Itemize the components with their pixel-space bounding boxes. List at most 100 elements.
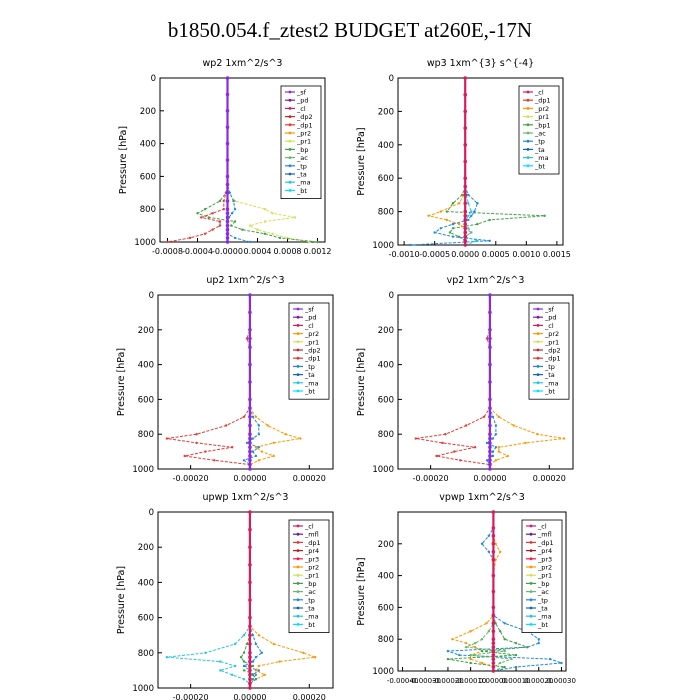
legend-entry: _pr2 — [537, 564, 552, 572]
legend-marker — [288, 156, 292, 160]
data-point-pr2 — [254, 415, 258, 418]
legend-marker — [288, 189, 292, 192]
x-tick-label: 0.00000 — [473, 474, 506, 483]
x-tick-label: 0.00000 — [233, 693, 266, 700]
series-line-tp — [410, 78, 490, 246]
data-point-pr1 — [263, 220, 267, 223]
data-point-dp1 — [211, 228, 214, 231]
legend-marker — [296, 549, 300, 552]
legend-marker — [296, 541, 300, 544]
legend-marker — [296, 623, 300, 626]
y-tick-label: 600 — [378, 603, 394, 613]
y-tick-label: 400 — [140, 140, 156, 150]
legend-entry: _ta — [296, 171, 307, 179]
data-point-cl — [463, 230, 468, 235]
data-point-dp1 — [222, 199, 225, 203]
data-point-tp — [233, 236, 237, 240]
data-point-tp — [488, 239, 491, 243]
data-point-sf — [248, 415, 252, 419]
data-point-cl — [248, 642, 252, 646]
data-point-cl — [491, 645, 496, 649]
y-tick-label: 800 — [378, 635, 394, 645]
data-point-sf — [488, 449, 492, 454]
legend-entry: _ac — [537, 588, 549, 596]
legend-entry: _pr3 — [304, 555, 319, 563]
y-tick-label: 200 — [378, 107, 394, 117]
legend-entry: _dp1 — [304, 355, 321, 363]
data-point-tp — [485, 441, 489, 445]
data-point-ma — [467, 227, 470, 230]
data-point-sf — [488, 454, 492, 458]
legend-marker — [288, 180, 292, 184]
x-tick-label: -0.00020 — [413, 474, 449, 483]
data-point-pr2 — [272, 454, 275, 458]
data-point-bp — [514, 641, 518, 645]
data-point-bp — [503, 665, 506, 669]
legend-entry: _ta — [537, 605, 548, 613]
data-point-bp — [514, 653, 518, 657]
data-point-sf — [248, 380, 252, 384]
data-point-pr1 — [293, 216, 297, 219]
y-tick-label: 200 — [138, 543, 154, 553]
data-point-cl — [463, 222, 468, 226]
legend-marker — [529, 623, 533, 626]
data-point-pr1 — [271, 212, 274, 215]
legend-entry: _pr1 — [296, 138, 311, 146]
y-tick-label: 600 — [378, 395, 394, 405]
chart-title: wp3 1xm^{3} s^{-4} — [427, 58, 534, 69]
y-tick-label: 800 — [378, 208, 394, 218]
legend-marker — [529, 614, 533, 618]
data-point-sf — [248, 432, 252, 437]
data-point-ac — [473, 641, 477, 645]
data-point-cl — [463, 76, 468, 80]
legend-marker — [288, 123, 292, 127]
data-point-bp — [233, 220, 237, 223]
data-point-bp — [241, 228, 244, 231]
data-point-pr2 — [480, 661, 484, 665]
legend-entry: _bt — [304, 388, 315, 396]
data-point-cl — [463, 209, 468, 214]
data-point-dp1 — [195, 433, 198, 436]
data-point-dp1 — [242, 415, 246, 418]
data-point-bp1 — [445, 210, 449, 213]
data-point-ma — [242, 678, 246, 681]
data-point-bp1 — [448, 231, 452, 234]
data-point-sf — [225, 182, 230, 187]
legend-marker — [296, 315, 300, 319]
data-point-bp — [196, 212, 199, 215]
legend-entry: _tp — [304, 596, 315, 604]
legend-entry: _ta — [304, 605, 315, 613]
x-tick-label: 0.0010 — [512, 250, 540, 259]
data-point-pr2 — [464, 641, 468, 645]
legend-marker — [296, 598, 300, 602]
y-tick-label: 0 — [151, 74, 156, 84]
data-point-tp — [451, 222, 455, 226]
y-tick-label: 800 — [140, 205, 156, 215]
chart-up2: up2 1xm^2/s^3 Pressure [hPa] 0 200 400 600 800… — [116, 275, 334, 483]
x-tick-label: -0.0010 — [389, 250, 420, 259]
data-point-pr2 — [272, 642, 275, 646]
data-point-sf — [248, 345, 252, 350]
y-tick-label: 1000 — [132, 684, 154, 694]
legend-marker — [296, 373, 300, 376]
data-point-cl — [248, 545, 252, 549]
chart-wp2: wp2 1xm^2/s^3 Pressure [hPa] 0 200 400 600 800… — [118, 58, 332, 256]
legend-marker — [296, 307, 300, 311]
data-point-bp — [203, 208, 207, 211]
x-tick-label: 0.00000 — [233, 474, 266, 483]
data-point-dp1 — [245, 337, 249, 340]
data-point-sf — [225, 211, 230, 216]
data-point-bp — [278, 236, 282, 240]
data-point-dp1 — [435, 454, 438, 458]
data-point-sf — [488, 406, 492, 410]
x-tick-label: -0.00020 — [173, 693, 209, 700]
legend-marker — [536, 348, 540, 352]
legend-entry: _ma — [304, 379, 319, 387]
data-point-sf — [225, 227, 230, 232]
data-point-cl — [491, 657, 496, 661]
legend-entry: _tp — [534, 138, 545, 146]
data-point-sf — [248, 310, 252, 315]
data-point-cl — [248, 681, 252, 686]
data-point-tp — [242, 459, 246, 462]
y-tick-label: 1000 — [372, 667, 394, 677]
